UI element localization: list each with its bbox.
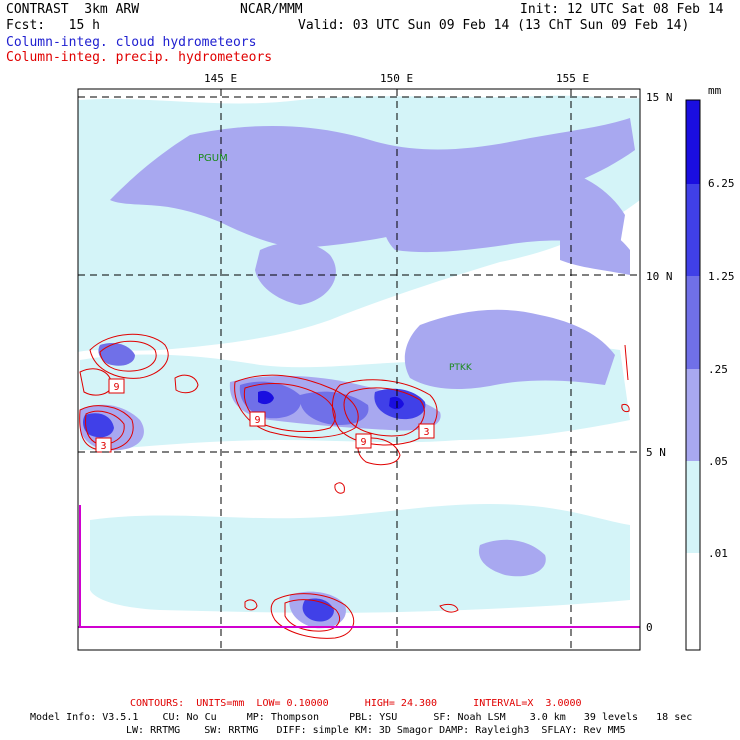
- model-info-line1: Model Info: V3.5.1 CU: No Cu MP: Thompso…: [30, 712, 693, 723]
- init-time: Init: 12 UTC Sat 08 Feb 14: [520, 2, 724, 17]
- contour-label-box: 9: [108, 378, 125, 394]
- contour-label-box: 9: [355, 433, 372, 449]
- model-info-line2: LW: RRTMG SW: RRTMG DIFF: simple KM: 3D …: [126, 725, 626, 736]
- colorbar-level: .01: [708, 547, 728, 560]
- legend-precip: Column-integ. precip. hydrometeors: [6, 50, 273, 65]
- colorbar-swatch: [686, 276, 700, 369]
- colorbar-swatch: [686, 184, 700, 276]
- institution-label: NCAR/MMM: [240, 2, 303, 17]
- precip-contours: [79, 333, 630, 639]
- contour-label: 9: [360, 437, 366, 448]
- lat-label-equator: 0: [646, 621, 653, 634]
- contour-label: 3: [100, 441, 106, 452]
- colorbar-swatch: [686, 100, 700, 184]
- map-frame: [77, 88, 641, 651]
- legend-cloud: Column-integ. cloud hydrometeors: [6, 35, 257, 50]
- lat-label-10n: 10 N: [646, 270, 673, 283]
- contour-label: 3: [423, 427, 429, 438]
- contour-label-box: 3: [95, 437, 112, 453]
- station-ptkk: PTKK: [449, 363, 473, 373]
- contour-label: 9: [113, 382, 119, 393]
- cloud-field: 9 3 9 9 3: [78, 95, 640, 639]
- model-title: CONTRAST 3km ARW: [6, 2, 140, 17]
- colorbar-level: .05: [708, 455, 728, 468]
- lat-label-5n: 5 N: [646, 446, 666, 459]
- colorbar-level: 1.25: [708, 270, 735, 283]
- contour-label: 9: [254, 415, 260, 426]
- colorbar-swatch: [686, 369, 700, 461]
- lon-label-155: 155 E: [556, 72, 590, 85]
- forecast-hour: Fcst: 15 h: [6, 18, 100, 33]
- colorbar-swatch: [686, 461, 700, 553]
- lon-label-150: 150 E: [380, 72, 414, 85]
- colorbar-swatch: [686, 553, 700, 650]
- contour-label-box: 3: [418, 423, 435, 439]
- colorbar-unit: mm: [708, 84, 722, 97]
- lon-label-145: 145 E: [204, 72, 238, 85]
- colorbar-level: .25: [708, 363, 728, 376]
- valid-time: Valid: 03 UTC Sun 09 Feb 14 (13 ChT Sun …: [298, 18, 690, 33]
- station-pgum: PGUM: [198, 153, 228, 164]
- lat-lon-grid: [78, 89, 640, 650]
- colorbar: [685, 99, 701, 651]
- colorbar-frame: [685, 99, 701, 651]
- lat-label-15n: 15 N: [646, 91, 673, 104]
- colorbar-level: 6.25: [708, 177, 735, 190]
- contour-info: CONTOURS: UNITS=mm LOW= 0.10000 HIGH= 24…: [130, 698, 582, 709]
- contour-label-box: 9: [249, 411, 266, 427]
